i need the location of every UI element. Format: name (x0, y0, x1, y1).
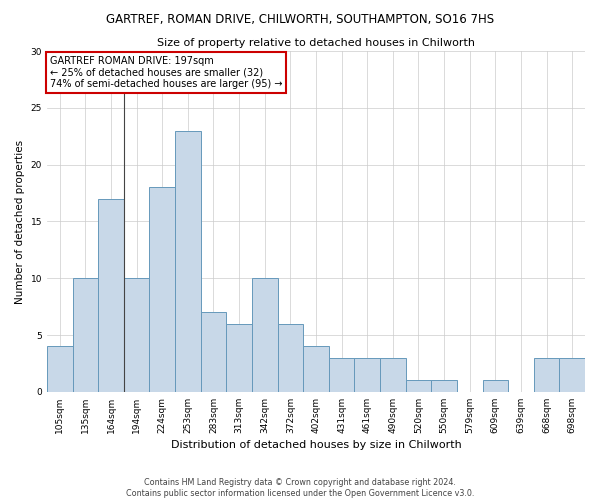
Bar (175, 130, 200, 392)
Bar (380, 358, 406, 392)
Bar (278, 324, 303, 392)
Bar (149, 188, 175, 392)
Bar (431, 380, 457, 392)
Bar (98, 198, 124, 392)
Text: GARTREF ROMAN DRIVE: 197sqm
← 25% of detached houses are smaller (32)
74% of sem: GARTREF ROMAN DRIVE: 197sqm ← 25% of det… (50, 56, 282, 90)
Bar (73, 278, 98, 392)
Bar (329, 358, 355, 392)
Bar (47, 346, 73, 392)
Bar (226, 324, 252, 392)
Bar (355, 358, 380, 392)
X-axis label: Distribution of detached houses by size in Chilworth: Distribution of detached houses by size … (170, 440, 461, 450)
Bar (124, 278, 149, 392)
Bar (482, 380, 508, 392)
Text: GARTREF, ROMAN DRIVE, CHILWORTH, SOUTHAMPTON, SO16 7HS: GARTREF, ROMAN DRIVE, CHILWORTH, SOUTHAM… (106, 12, 494, 26)
Bar (252, 278, 278, 392)
Bar (200, 312, 226, 392)
Bar (303, 346, 329, 392)
Y-axis label: Number of detached properties: Number of detached properties (15, 140, 25, 304)
Bar (559, 358, 585, 392)
Bar (534, 358, 559, 392)
Text: Contains HM Land Registry data © Crown copyright and database right 2024.
Contai: Contains HM Land Registry data © Crown c… (126, 478, 474, 498)
Bar (406, 380, 431, 392)
Title: Size of property relative to detached houses in Chilworth: Size of property relative to detached ho… (157, 38, 475, 48)
